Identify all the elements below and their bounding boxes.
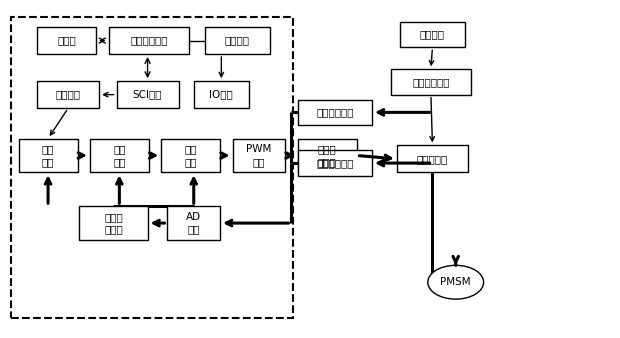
Text: 位置
调节: 位置 调节 [42, 144, 55, 167]
Text: 三相电压采样: 三相电压采样 [316, 158, 353, 168]
Text: 电流
调节: 电流 调节 [184, 144, 197, 167]
FancyBboxPatch shape [167, 206, 220, 240]
FancyBboxPatch shape [400, 22, 465, 47]
Text: 整流滤波单元: 整流滤波单元 [412, 77, 450, 87]
Text: 三相电流采样: 三相电流采样 [316, 107, 353, 117]
Text: 起停控制: 起停控制 [224, 35, 250, 46]
Text: 上位机: 上位机 [57, 35, 76, 46]
FancyBboxPatch shape [298, 150, 372, 176]
Text: 速度位
置估算: 速度位 置估算 [104, 212, 123, 234]
Text: 逆变驱
动控制: 逆变驱 动控制 [317, 144, 337, 167]
Text: PMSM: PMSM [440, 277, 471, 287]
FancyBboxPatch shape [108, 27, 189, 54]
FancyBboxPatch shape [391, 69, 471, 95]
FancyBboxPatch shape [19, 139, 78, 172]
FancyBboxPatch shape [90, 139, 149, 172]
FancyBboxPatch shape [232, 139, 285, 172]
FancyBboxPatch shape [298, 100, 372, 125]
Text: SCI通讯: SCI通讯 [133, 90, 162, 100]
Text: 转速
调节: 转速 调节 [113, 144, 126, 167]
FancyBboxPatch shape [79, 206, 148, 240]
FancyBboxPatch shape [205, 27, 270, 54]
FancyBboxPatch shape [117, 81, 179, 108]
Ellipse shape [428, 265, 484, 299]
FancyBboxPatch shape [37, 27, 96, 54]
Text: 三相电源: 三相电源 [420, 30, 445, 40]
Text: PWM
输出: PWM 输出 [246, 144, 272, 167]
Text: 显示操作面板: 显示操作面板 [130, 35, 167, 46]
Text: 三相逆变器: 三相逆变器 [417, 154, 448, 164]
Text: IO控制: IO控制 [210, 90, 233, 100]
FancyBboxPatch shape [37, 81, 99, 108]
Text: AD
转换: AD 转换 [186, 212, 202, 234]
FancyBboxPatch shape [194, 81, 249, 108]
FancyBboxPatch shape [161, 139, 220, 172]
FancyBboxPatch shape [397, 145, 468, 172]
Text: 速度给定: 速度给定 [56, 90, 81, 100]
FancyBboxPatch shape [298, 139, 356, 172]
